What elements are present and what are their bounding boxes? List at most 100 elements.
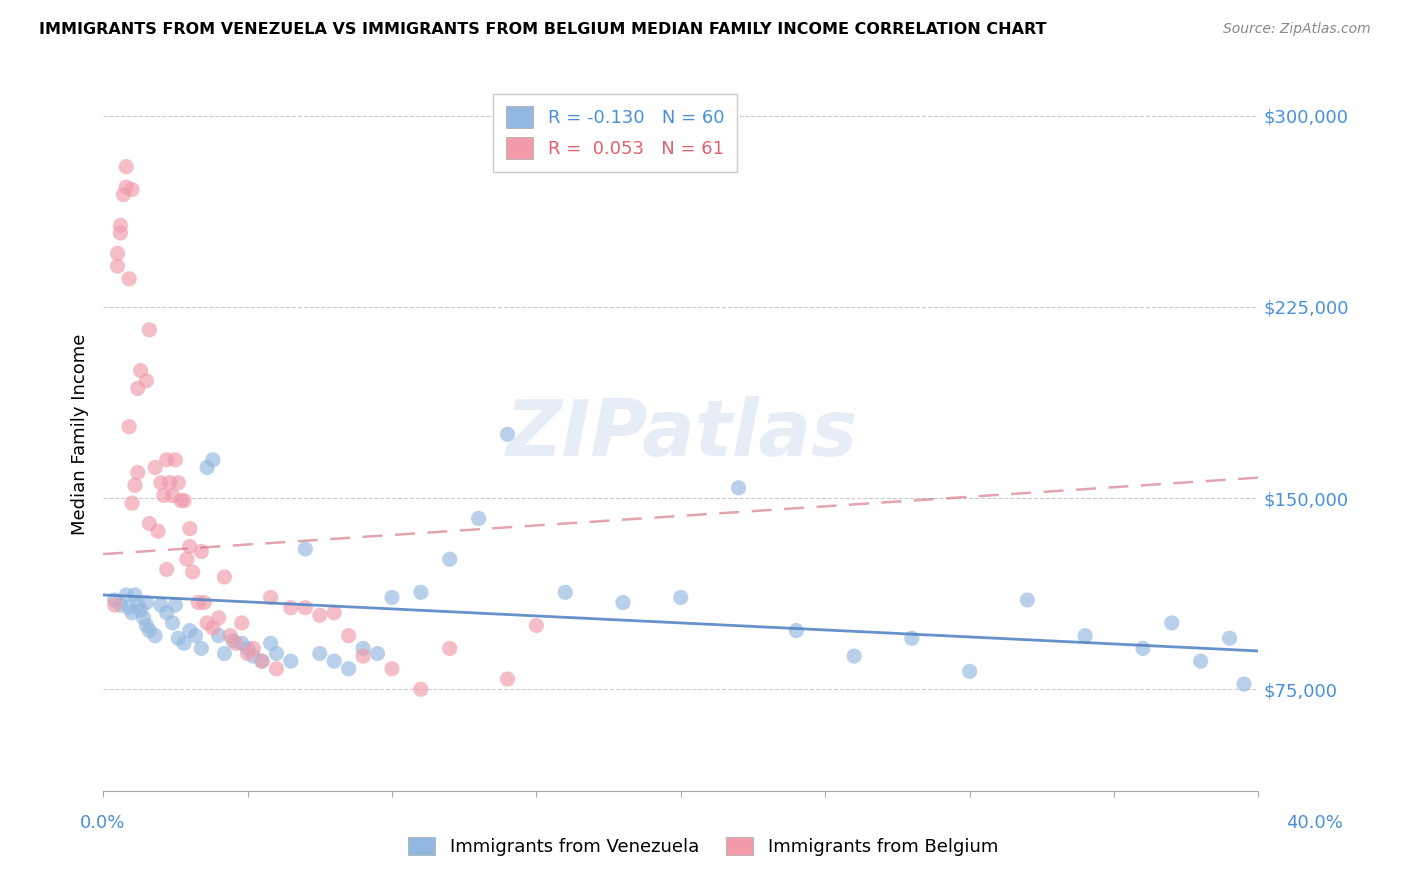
Point	[352, 641, 374, 656]
Point	[124, 588, 146, 602]
Point	[225, 636, 247, 650]
Point	[110, 219, 132, 233]
Point	[135, 618, 157, 632]
Point	[1160, 615, 1182, 630]
Point	[280, 600, 302, 615]
Point	[439, 641, 461, 656]
Point	[337, 662, 360, 676]
Y-axis label: Median Family Income: Median Family Income	[72, 334, 89, 535]
Point	[381, 591, 404, 605]
Point	[132, 611, 155, 625]
Point	[129, 603, 152, 617]
Point	[409, 682, 432, 697]
Point	[214, 570, 236, 584]
Point	[149, 598, 172, 612]
Point	[184, 629, 207, 643]
Point	[107, 246, 129, 260]
Point	[308, 608, 330, 623]
Point	[524, 618, 547, 632]
Point	[294, 541, 316, 556]
Point	[170, 493, 193, 508]
Point	[250, 654, 273, 668]
Point	[173, 493, 195, 508]
Point	[554, 585, 576, 599]
Point	[138, 624, 160, 638]
Point	[107, 259, 129, 273]
Point	[152, 488, 174, 502]
Point	[118, 272, 141, 286]
Point	[156, 562, 179, 576]
Point	[1074, 629, 1097, 643]
Point	[496, 672, 519, 686]
Point	[266, 647, 288, 661]
Point	[236, 641, 259, 656]
Point	[250, 654, 273, 668]
Point	[104, 593, 127, 607]
Point	[266, 662, 288, 676]
Point	[193, 595, 215, 609]
Point	[162, 615, 184, 630]
Point	[308, 647, 330, 661]
Point	[121, 183, 143, 197]
Point	[222, 633, 245, 648]
Point	[367, 647, 389, 661]
Point	[323, 606, 346, 620]
Point	[135, 595, 157, 609]
Point	[138, 323, 160, 337]
Text: 0.0%: 0.0%	[80, 814, 125, 831]
Legend: R = -0.130   N = 60, R =  0.053   N = 61: R = -0.130 N = 60, R = 0.053 N = 61	[494, 94, 737, 172]
Point	[110, 598, 132, 612]
Point	[242, 649, 264, 664]
Point	[236, 647, 259, 661]
Point	[187, 595, 209, 609]
Point	[1017, 593, 1039, 607]
Point	[959, 665, 981, 679]
Point	[195, 460, 218, 475]
Point	[135, 374, 157, 388]
Point	[127, 466, 149, 480]
Point	[280, 654, 302, 668]
Point	[118, 419, 141, 434]
Point	[381, 662, 404, 676]
Point	[167, 631, 190, 645]
Point	[149, 475, 172, 490]
Text: IMMIGRANTS FROM VENEZUELA VS IMMIGRANTS FROM BELGIUM MEDIAN FAMILY INCOME CORREL: IMMIGRANTS FROM VENEZUELA VS IMMIGRANTS …	[39, 22, 1047, 37]
Point	[121, 496, 143, 510]
Point	[112, 187, 135, 202]
Point	[124, 478, 146, 492]
Point	[201, 621, 224, 635]
Point	[165, 598, 187, 612]
Point	[162, 488, 184, 502]
Point	[612, 595, 634, 609]
Text: 40.0%: 40.0%	[1286, 814, 1343, 831]
Point	[143, 629, 166, 643]
Point	[323, 654, 346, 668]
Point	[118, 600, 141, 615]
Legend: Immigrants from Venezuela, Immigrants from Belgium: Immigrants from Venezuela, Immigrants fr…	[401, 830, 1005, 863]
Point	[121, 606, 143, 620]
Point	[190, 544, 212, 558]
Point	[176, 552, 198, 566]
Text: ZIPatlas: ZIPatlas	[505, 396, 856, 472]
Point	[201, 452, 224, 467]
Point	[173, 636, 195, 650]
Point	[727, 481, 749, 495]
Point	[115, 588, 138, 602]
Point	[115, 180, 138, 194]
Point	[181, 565, 204, 579]
Point	[439, 552, 461, 566]
Point	[127, 598, 149, 612]
Point	[1189, 654, 1212, 668]
Point	[1132, 641, 1154, 656]
Point	[242, 641, 264, 656]
Point	[467, 511, 489, 525]
Point	[208, 611, 231, 625]
Point	[842, 649, 865, 664]
Text: Source: ZipAtlas.com: Source: ZipAtlas.com	[1223, 22, 1371, 37]
Point	[259, 591, 281, 605]
Point	[259, 636, 281, 650]
Point	[143, 460, 166, 475]
Point	[179, 624, 201, 638]
Point	[409, 585, 432, 599]
Point	[1233, 677, 1256, 691]
